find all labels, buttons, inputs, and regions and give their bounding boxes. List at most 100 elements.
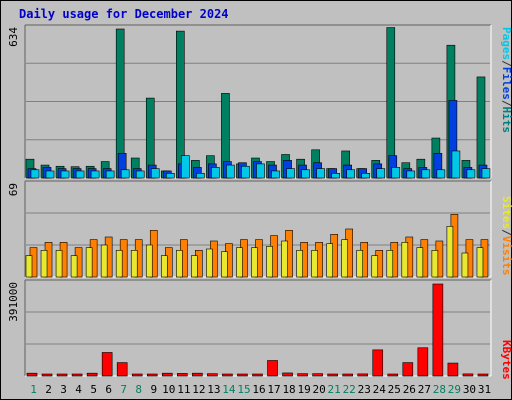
x-tick-label: 22 (343, 383, 356, 396)
sites-bar (176, 250, 183, 278)
sites-bar (206, 248, 213, 278)
pages-bar (331, 172, 340, 179)
legend-entry: Pages (500, 27, 512, 60)
kbytes-bar (192, 372, 203, 377)
kbytes-bar (161, 372, 173, 377)
y-max-label: 391000 (7, 282, 20, 322)
sites-bar (130, 250, 138, 278)
pages-bar (316, 168, 325, 179)
x-tick-label: 13 (207, 383, 220, 396)
pages-bar (346, 169, 355, 179)
kbytes-bar (297, 373, 308, 377)
legend-entry: Hits (500, 107, 512, 134)
pages-bar (481, 168, 491, 179)
legend-panel-2: Sites/Visits (500, 196, 512, 276)
x-tick-label: 21 (328, 383, 341, 396)
x-tick-label: 20 (313, 383, 326, 396)
pages-bar (75, 170, 85, 179)
kbytes-bar (267, 360, 278, 377)
pages-bar (211, 167, 220, 179)
x-tick-label: 26 (403, 383, 416, 396)
pages-bar (451, 150, 461, 179)
legend-entry: / (500, 100, 512, 107)
pages-bar (165, 172, 175, 179)
sites-bar (40, 250, 48, 278)
legend-entry: KBytes (500, 340, 512, 380)
sites-bar (191, 255, 198, 278)
kbytes-bar (282, 372, 293, 377)
x-tick-label: 1 (30, 383, 37, 396)
kbytes-bar (26, 372, 38, 377)
kbytes-bar (327, 373, 338, 377)
sites-bar (386, 250, 394, 278)
legend-entry: Files (500, 67, 512, 100)
sites-bar (100, 244, 108, 278)
kbytes-bar (207, 373, 218, 377)
pages-bar (406, 170, 416, 179)
pages-bar (376, 168, 386, 179)
sites-bar (160, 255, 168, 278)
x-tick-label: 4 (75, 383, 82, 396)
kbytes-bar (462, 373, 474, 377)
kbytes-bar (71, 373, 83, 377)
legend-entry: / (500, 229, 512, 236)
sites-bar (476, 247, 484, 278)
kbytes-bar (432, 283, 444, 377)
pages-bar (241, 165, 250, 179)
sites-bar (266, 246, 273, 278)
pages-bar (181, 155, 190, 179)
x-tick-label: 5 (90, 383, 97, 396)
x-tick-label: 9 (150, 383, 157, 396)
pages-bar (301, 169, 310, 179)
y-max-label: 634 (7, 27, 20, 47)
x-tick-label: 11 (177, 383, 190, 396)
sites-bar (341, 239, 348, 278)
x-tick-label: 12 (192, 383, 205, 396)
pages-bar (45, 170, 55, 179)
pages-bar (256, 163, 265, 179)
sites-bar (431, 250, 439, 278)
kbytes-bar (146, 373, 158, 377)
x-tick-label: 25 (388, 383, 401, 396)
sites-bar (446, 226, 454, 278)
pages-bar (135, 170, 145, 179)
legend-entry: / (500, 60, 512, 67)
x-tick-label: 2 (45, 383, 52, 396)
sites-bar (251, 247, 258, 278)
kbytes-bar (222, 373, 233, 377)
chart-title: Daily usage for December 2024 (19, 7, 229, 21)
pages-bar (90, 170, 100, 179)
kbytes-bar (402, 362, 414, 377)
sites-bar (416, 247, 424, 278)
sites-bar (311, 250, 318, 278)
kbytes-bar (357, 373, 369, 377)
sites-bar (221, 251, 228, 278)
pages-bar (226, 164, 235, 179)
kbytes-bar (101, 352, 113, 377)
pages-bar (421, 169, 431, 179)
pages-bar (361, 172, 371, 179)
pages-bar (150, 168, 160, 179)
kbytes-bar (252, 373, 263, 377)
x-tick-label: 28 (433, 383, 446, 396)
x-tick-label: 31 (478, 383, 491, 396)
sites-bar (326, 243, 333, 278)
x-tick-label: 18 (282, 383, 295, 396)
sites-bar (296, 250, 303, 278)
pages-bar (60, 170, 70, 179)
kbytes-bar (447, 362, 459, 377)
x-tick-label: 15 (237, 383, 250, 396)
sites-bar (25, 255, 33, 278)
x-tick-label: 8 (135, 383, 142, 396)
sites-bar (115, 250, 123, 278)
kbytes-bar (131, 373, 143, 377)
x-tick-label: 3 (60, 383, 67, 396)
x-tick-label: 10 (162, 383, 175, 396)
kbytes-bar (177, 373, 188, 377)
legend-entry: Visits (500, 236, 512, 276)
kbytes-bar (41, 373, 53, 377)
kbytes-bar (86, 372, 98, 377)
pages-bar (391, 167, 401, 179)
sites-bar (85, 247, 93, 278)
pages-bar (271, 170, 280, 179)
